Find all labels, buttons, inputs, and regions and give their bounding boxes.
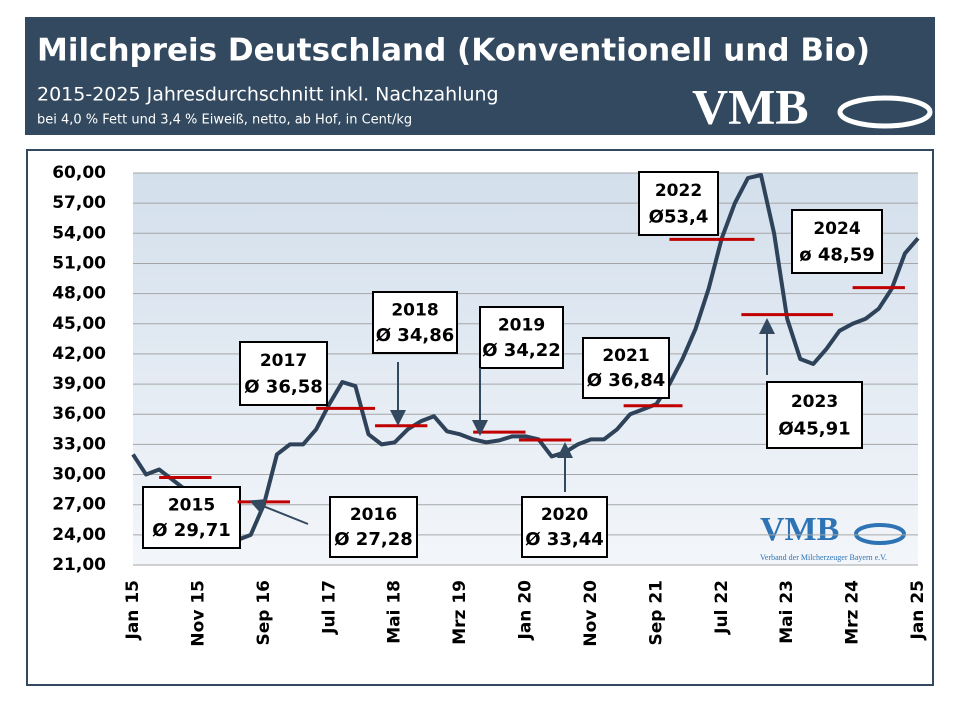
x-tick-label: Mai 18 <box>385 580 405 644</box>
callout-box <box>239 341 328 406</box>
callout-box <box>521 496 608 558</box>
x-tick-label: Jan 20 <box>516 580 536 641</box>
callout-value: Ø 36,84 <box>587 370 666 391</box>
callout-arrow <box>249 499 309 525</box>
callout-value: Ø 34,22 <box>482 340 561 361</box>
x-tick-label: Jan 15 <box>123 580 143 640</box>
callout-value: Ø 36,58 <box>244 376 323 397</box>
y-tick-label: 30,00 <box>52 465 106 485</box>
callout-box <box>479 306 564 369</box>
x-tick-label: Mai 23 <box>777 580 797 644</box>
callout-box <box>766 381 863 449</box>
header-bar <box>25 17 935 135</box>
callout-value: Ø 34,86 <box>376 325 455 346</box>
title: Milchpreis Deutschland (Konventionell un… <box>37 33 870 69</box>
callout-box <box>638 171 719 236</box>
x-tick-label: Mrz 24 <box>843 580 863 645</box>
y-tick-label: 21,00 <box>52 555 106 575</box>
y-tick-label: 27,00 <box>52 495 106 515</box>
y-tick-label: 51,00 <box>52 253 106 273</box>
callout-value: Ø 27,28 <box>334 529 413 550</box>
subtitle: 2015-2025 Jahresdurchschnitt inkl. Nachz… <box>37 84 499 106</box>
x-tick-label: Jul 17 <box>319 580 339 635</box>
x-tick-label: Jan 25 <box>908 580 928 640</box>
callout-year: 2015 <box>168 495 215 515</box>
callout-value: Ø45,91 <box>778 419 850 440</box>
header-logo: VMB <box>692 78 809 134</box>
y-tick-label: 39,00 <box>52 374 106 394</box>
y-tick-label: 54,00 <box>52 223 106 243</box>
callout-value: Ø 29,71 <box>152 520 231 541</box>
note: bei 4,0 % Fett und 3,4 % Eiweiß, netto, … <box>37 113 412 128</box>
x-tick-label: Nov 20 <box>581 580 601 647</box>
y-tick-label: 57,00 <box>52 193 106 213</box>
logo: VMB <box>760 511 839 548</box>
y-tick-label: 24,00 <box>52 525 106 545</box>
x-tick-label: Sep 21 <box>646 580 666 646</box>
logo-caption: Verband der Milcherzeuger Bayern e.V. <box>760 553 887 562</box>
callout-value: ø 48,59 <box>799 244 875 265</box>
callout-year: 2024 <box>813 219 860 239</box>
x-tick-label: Mrz 19 <box>450 580 470 645</box>
callout-year: 2017 <box>260 351 307 371</box>
logo-swoosh <box>854 523 906 545</box>
x-tick-label: Nov 15 <box>188 580 208 647</box>
callout-box <box>329 496 418 558</box>
callout-year: 2023 <box>791 392 838 412</box>
logo-swoosh <box>837 95 933 129</box>
callout-value: Ø53,4 <box>649 206 709 227</box>
callout-year: 2022 <box>655 181 702 201</box>
callout-box <box>791 209 883 274</box>
y-tick-label: 33,00 <box>52 434 106 454</box>
callout-year: 2021 <box>602 346 649 366</box>
callout-year: 2018 <box>391 300 438 320</box>
y-tick-label: 45,00 <box>52 314 106 334</box>
callout-box <box>142 486 241 549</box>
x-tick-label: Jul 22 <box>712 580 732 635</box>
callout-value: Ø 33,44 <box>525 529 604 550</box>
callout-year: 2019 <box>498 315 545 335</box>
callout-year: 2020 <box>541 505 588 525</box>
y-tick-label: 48,00 <box>52 284 106 304</box>
y-tick-label: 42,00 <box>52 344 106 364</box>
x-tick-label: Sep 16 <box>254 580 274 646</box>
callout-year: 2016 <box>350 505 397 525</box>
callout-box <box>582 337 670 399</box>
y-tick-label: 60,00 <box>52 163 106 183</box>
callout-box <box>372 291 458 354</box>
y-tick-label: 36,00 <box>52 404 106 424</box>
